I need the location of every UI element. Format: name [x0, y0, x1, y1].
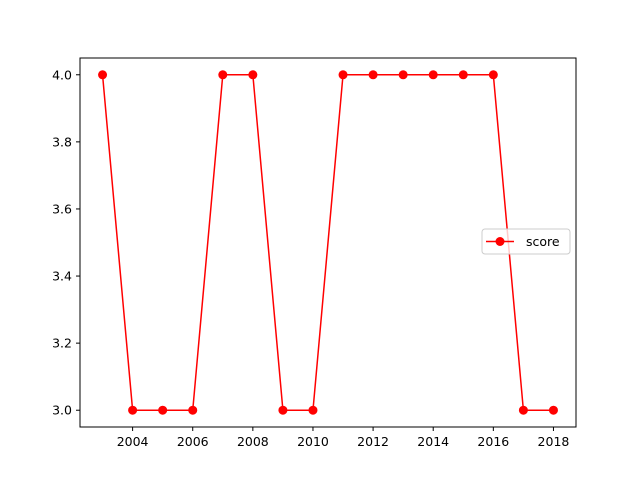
x-tick-label: 2014: [417, 434, 449, 449]
legend-marker-swatch: [495, 237, 505, 246]
x-tick-label: 2008: [237, 434, 269, 449]
data-point: [278, 405, 288, 415]
y-tick-label: 3.4: [52, 269, 72, 284]
y-tick-label: 3.6: [52, 201, 72, 216]
data-point: [548, 405, 558, 415]
data-point: [308, 405, 318, 415]
x-tick-label: 2010: [297, 434, 329, 449]
legend-box: [481, 228, 571, 255]
data-point: [338, 70, 348, 80]
y-tick-label: 3.0: [52, 403, 72, 418]
data-point: [428, 70, 438, 80]
series-layer: [98, 70, 558, 415]
y-tick-label: 3.2: [52, 336, 72, 351]
data-point: [188, 405, 198, 415]
series-line-score: [101, 74, 554, 411]
x-tick-label: 2004: [117, 434, 149, 449]
legend: score: [481, 228, 571, 255]
y-tick-label: 4.0: [52, 67, 72, 82]
data-point: [518, 405, 528, 415]
data-point: [368, 70, 378, 80]
y-tick-label: 3.8: [52, 134, 72, 149]
data-point: [128, 405, 138, 415]
data-point: [98, 70, 108, 80]
data-point: [458, 70, 468, 80]
legend-label-score: score: [526, 234, 560, 249]
x-tick-label: 2016: [477, 434, 509, 449]
x-axis: 2004 2006 2008 2010 2012 2014 2016 2018: [117, 427, 570, 449]
x-tick-label: 2018: [538, 434, 570, 449]
data-point: [158, 405, 168, 415]
data-point: [218, 70, 228, 80]
data-point: [488, 70, 498, 80]
y-axis: 3.0 3.2 3.4 3.6 3.8 4.0: [52, 67, 80, 418]
data-point: [398, 70, 408, 80]
data-point: [248, 70, 258, 80]
x-tick-label: 2006: [177, 434, 209, 449]
x-tick-label: 2012: [357, 434, 389, 449]
